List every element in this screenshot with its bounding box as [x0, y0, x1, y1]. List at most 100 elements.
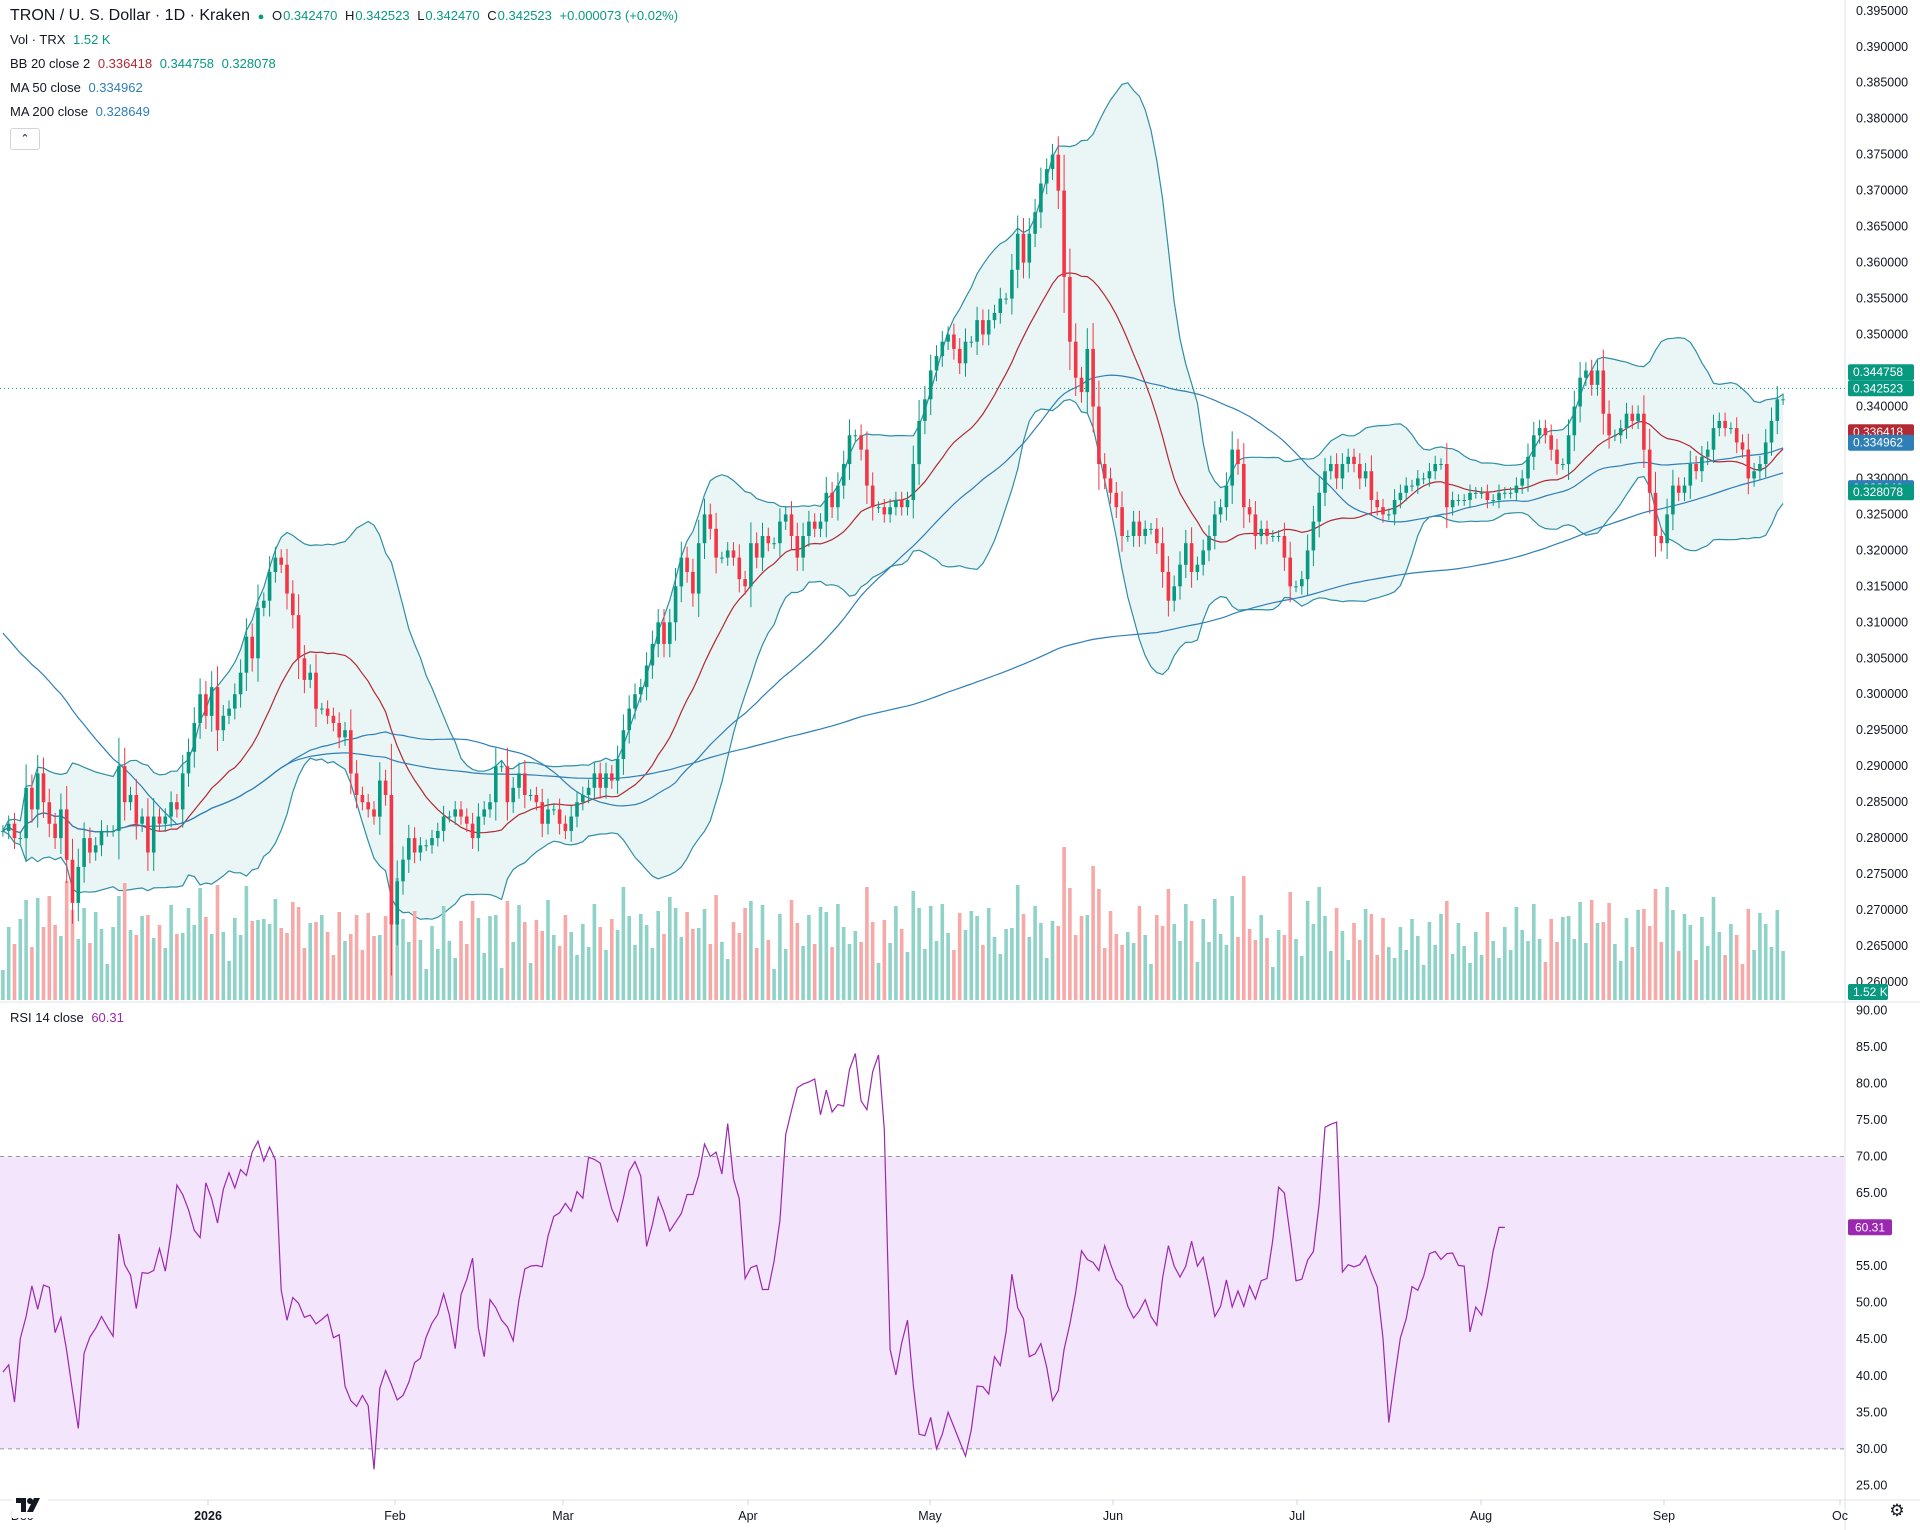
candle-body — [1491, 500, 1495, 501]
volume-bar — [53, 925, 57, 1000]
candle-body — [18, 838, 23, 840]
candle-body — [1711, 428, 1716, 450]
volume-bar — [1392, 958, 1397, 1000]
rsi-tick-label: 75.00 — [1856, 1113, 1887, 1127]
ma50-legend[interactable]: MA 50 close 0.334962 — [10, 80, 147, 96]
volume-bar — [279, 928, 283, 1000]
candle-body — [824, 492, 829, 522]
candle-body — [221, 715, 226, 731]
candle-body — [1230, 449, 1234, 486]
collapse-legend-button[interactable]: ⌃ — [10, 128, 40, 150]
volume-bar — [35, 898, 40, 1000]
volume-bar — [459, 921, 463, 1000]
volume-bar — [441, 906, 446, 1000]
volume-bar — [244, 886, 249, 1000]
candle-body — [673, 586, 678, 623]
candle-body — [1114, 492, 1119, 508]
candle-body — [981, 320, 985, 335]
candle-body — [331, 715, 336, 723]
candle-body — [140, 816, 144, 824]
rsi-legend[interactable]: RSI 14 close 60.31 — [10, 1010, 128, 1026]
candle-body — [1578, 377, 1582, 407]
volume-bar — [876, 963, 881, 1000]
volume-bar — [1288, 892, 1292, 1000]
volume-bar — [418, 940, 423, 1000]
volume-bar — [1589, 900, 1594, 1000]
volume-bar — [1218, 934, 1223, 1000]
volume-bar — [882, 920, 887, 1000]
candle-body — [1044, 169, 1049, 184]
volume-bar — [778, 914, 782, 1000]
candle-body — [894, 500, 898, 508]
volume-bar — [1184, 904, 1188, 1000]
volume-bar — [923, 949, 927, 1000]
price-tick-label: 0.340000 — [1856, 400, 1908, 414]
candle-body — [1439, 464, 1443, 465]
candle-body — [940, 341, 945, 357]
candle-body — [1369, 471, 1374, 500]
candle-body — [1752, 471, 1756, 479]
candle-body — [1734, 428, 1739, 443]
volume-bar — [1073, 935, 1078, 1000]
volume-bar — [140, 916, 144, 1000]
ma50-value: 0.334962 — [88, 80, 143, 95]
volume-bar — [215, 885, 220, 1000]
candle-body — [754, 543, 759, 558]
volume-bar — [401, 919, 405, 1000]
volume-pill — [1848, 984, 1888, 1000]
volume-bar — [1050, 921, 1055, 1000]
candle-body — [1102, 464, 1107, 479]
candle-body — [1532, 435, 1536, 457]
gear-icon[interactable]: ⚙ — [1889, 1501, 1905, 1520]
candle-body — [389, 795, 394, 925]
volume-bar — [163, 948, 168, 1000]
candle-body — [1172, 586, 1176, 601]
volume-bar — [1143, 935, 1147, 1000]
volume-bar — [1068, 888, 1072, 1000]
volume-bar — [1769, 947, 1774, 1000]
candle-body — [552, 809, 556, 811]
candle-body — [320, 708, 324, 710]
candle-body — [1271, 536, 1275, 537]
volume-bar — [894, 906, 898, 1000]
volume-bar — [604, 950, 608, 1000]
candle-body — [499, 766, 504, 768]
volume-legend[interactable]: Vol · TRX 1.52 K — [10, 32, 115, 48]
volume-bar — [627, 916, 631, 1000]
candle-body — [656, 622, 660, 644]
volume-bar — [581, 924, 585, 1000]
candle-body — [1485, 492, 1490, 500]
candle-body — [1004, 298, 1008, 300]
volume-bar — [204, 917, 208, 1000]
rsi-tick-label: 45.00 — [1856, 1332, 1887, 1346]
volume-bar — [1236, 937, 1240, 1000]
volume-bar — [1653, 889, 1658, 1000]
candle-body — [772, 543, 776, 545]
volume-bar — [940, 904, 945, 1000]
ma200-legend[interactable]: MA 200 close 0.328649 — [10, 104, 154, 120]
candle-body — [865, 449, 869, 486]
candle-body — [1131, 521, 1136, 536]
volume-value: 1.52 K — [73, 32, 111, 47]
candle-body — [662, 622, 666, 644]
volume-bar — [534, 920, 539, 1000]
volume-bar — [82, 908, 86, 1000]
candle-body — [354, 773, 359, 795]
candle-body — [1178, 564, 1182, 587]
tradingview-logo-icon[interactable] — [12, 1490, 48, 1518]
volume-bar — [1636, 910, 1640, 1000]
volume-bar — [1201, 919, 1205, 1000]
volume-bar — [1021, 914, 1026, 1000]
symbol-title[interactable]: TRON / U. S. Dollar · 1D · Kraken — [10, 7, 251, 24]
volume-bar — [557, 946, 562, 1000]
volume-bar — [1166, 889, 1171, 1000]
volume-bar — [186, 908, 191, 1000]
price-pill-label: 0.342523 — [1853, 381, 1903, 395]
price-tick-label: 0.285000 — [1856, 795, 1908, 809]
rsi-tick-label: 70.00 — [1856, 1150, 1887, 1164]
bb-legend[interactable]: BB 20 close 2 0.336418 0.344758 0.328078 — [10, 56, 280, 72]
candle-body — [163, 816, 168, 824]
volume-bar — [917, 908, 921, 1000]
volume-bar — [1131, 943, 1136, 1000]
